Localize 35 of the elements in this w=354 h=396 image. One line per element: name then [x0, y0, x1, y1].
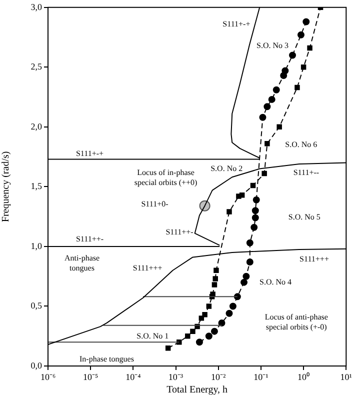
annotation: S111+-+: [222, 19, 251, 28]
annotation: S111+--: [293, 168, 320, 177]
annotation: S111+0-: [141, 200, 169, 209]
x-tick-label: 10⁻³: [168, 372, 184, 382]
annotation: In-phase tongues: [80, 354, 134, 364]
annotation: S111+++: [132, 264, 163, 273]
annotation: S111++-: [166, 228, 194, 237]
annotation: S111++-: [76, 234, 104, 244]
y-tick-label: 3,0: [30, 2, 42, 12]
x-tick-label: 10¹: [340, 372, 352, 382]
annotation: Locus of anti-phase special orbits (+-0): [264, 312, 328, 332]
annotation: S.O. No 6: [285, 140, 318, 149]
annotation: S111+-+: [76, 148, 104, 158]
annotation: S.O. No 5: [288, 212, 320, 222]
y-tick-label: 1,5: [30, 181, 42, 192]
annotation: Anti-phase tongues: [64, 254, 100, 273]
x-tick-label: 10⁻¹: [254, 372, 269, 382]
annotation: S.O. No 1: [136, 331, 169, 340]
x-axis-title: Total Energy, h: [166, 384, 228, 396]
x-tick-label: 10⁰: [298, 372, 310, 382]
y-tick-label: 2,0: [30, 121, 42, 132]
x-tick-label: 10⁻²: [211, 372, 226, 382]
y-tick-label: 1,0: [30, 240, 42, 251]
y-tick-label: 0,5: [30, 300, 42, 311]
annotation: S111+++: [300, 254, 330, 264]
annotation: S.O. No 4: [259, 278, 292, 287]
y-axis-title: Frequency (rad/s): [0, 151, 12, 222]
y-tick-label: 2,5: [30, 62, 42, 72]
x-tick-label: 10⁻⁶: [40, 372, 56, 382]
annotation: S.O. No 2: [210, 164, 243, 173]
x-tick-label: 10⁻⁵: [83, 372, 98, 382]
annotation: S.O. No 3: [256, 41, 289, 50]
annotation: Locus of in-phase special orbits (++0): [134, 168, 198, 187]
x-tick-label: 10⁻⁴: [126, 372, 141, 382]
y-tick-label: 0,0: [30, 360, 42, 370]
